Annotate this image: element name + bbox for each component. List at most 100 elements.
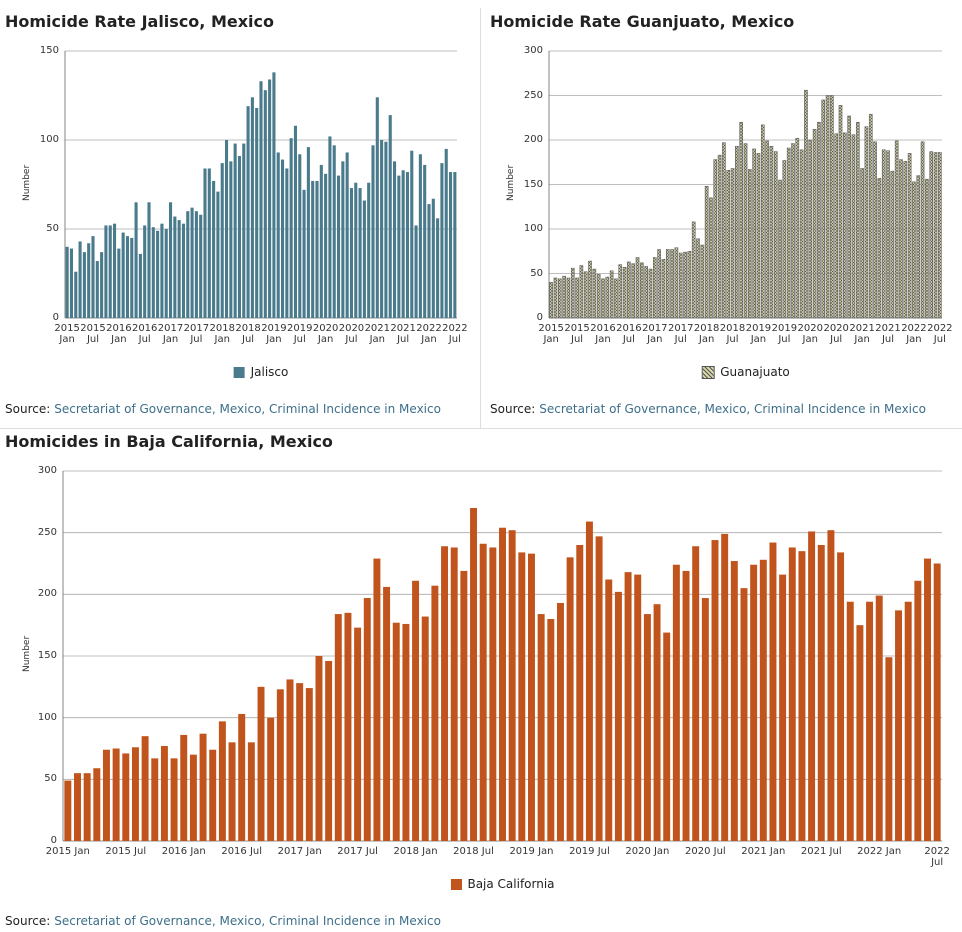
x-tick-label: 2015 Jan bbox=[538, 323, 564, 345]
bar bbox=[914, 580, 922, 841]
bar bbox=[588, 260, 592, 319]
x-tick-label: 2018 Jan bbox=[393, 846, 438, 857]
bar bbox=[912, 181, 916, 319]
source-link[interactable]: Secretariat of Governance, Mexico, Crimi… bbox=[54, 402, 441, 416]
x-tick-label: 2015 Jul bbox=[80, 323, 106, 345]
bar bbox=[190, 207, 194, 318]
bar bbox=[246, 106, 250, 319]
bar bbox=[788, 547, 796, 841]
bar bbox=[709, 197, 713, 319]
bar bbox=[605, 276, 610, 319]
bar bbox=[87, 243, 91, 318]
x-tick-label: 2022 Jul bbox=[927, 323, 953, 345]
bar bbox=[440, 163, 444, 318]
bar bbox=[151, 758, 159, 841]
bar bbox=[441, 546, 449, 841]
bar bbox=[537, 614, 545, 841]
bar bbox=[363, 598, 371, 841]
bar bbox=[622, 267, 627, 319]
bar bbox=[743, 143, 748, 319]
bar bbox=[180, 734, 188, 841]
bar bbox=[151, 227, 155, 318]
bar bbox=[726, 170, 731, 319]
bar bbox=[627, 261, 631, 319]
bar bbox=[713, 159, 718, 319]
bar bbox=[791, 143, 795, 319]
bar bbox=[549, 282, 553, 319]
bar bbox=[380, 140, 384, 318]
bar bbox=[117, 248, 121, 318]
bar bbox=[384, 141, 388, 318]
y-tick-label: 0 bbox=[536, 312, 543, 323]
bar bbox=[846, 601, 854, 841]
x-tick-label: 2022 Jan bbox=[857, 846, 902, 857]
bar bbox=[877, 178, 882, 319]
x-tick-label: 2021 Jul bbox=[875, 323, 901, 345]
bar bbox=[371, 145, 375, 318]
bar bbox=[663, 632, 671, 841]
bar bbox=[373, 558, 381, 841]
bar bbox=[375, 97, 379, 318]
bar bbox=[631, 263, 636, 319]
bar bbox=[122, 753, 130, 841]
bar bbox=[721, 533, 729, 841]
bar bbox=[756, 153, 761, 319]
bar bbox=[296, 683, 304, 841]
bar bbox=[691, 221, 696, 319]
bar bbox=[782, 160, 787, 319]
legend-label: Jalisco bbox=[250, 365, 289, 379]
bar bbox=[392, 622, 400, 841]
bar bbox=[704, 186, 709, 319]
x-tick-label: 2019 Jul bbox=[569, 846, 610, 857]
source-link[interactable]: Secretariat of Governance, Mexico, Crimi… bbox=[54, 914, 441, 928]
bar bbox=[130, 237, 134, 318]
bar bbox=[453, 172, 457, 318]
bar bbox=[866, 601, 874, 841]
bar bbox=[431, 585, 439, 841]
bar bbox=[817, 545, 825, 841]
source-link[interactable]: Secretariat of Governance, Mexico, Crimi… bbox=[539, 402, 926, 416]
bar bbox=[156, 230, 160, 318]
bar bbox=[238, 713, 246, 841]
legend-swatch bbox=[233, 366, 245, 378]
source: Source: Secretariat of Governance, Mexico… bbox=[5, 914, 441, 928]
bar bbox=[585, 521, 593, 841]
bar bbox=[186, 211, 190, 318]
x-tick-label: 2022 Jan bbox=[901, 323, 927, 345]
bar bbox=[640, 262, 644, 319]
bar bbox=[489, 547, 497, 841]
y-tick-label: 50 bbox=[46, 223, 59, 234]
bar bbox=[873, 141, 877, 319]
legend-swatch bbox=[701, 365, 715, 379]
bar bbox=[596, 274, 601, 319]
bar bbox=[147, 202, 151, 318]
bar bbox=[769, 145, 774, 319]
bar bbox=[837, 552, 845, 841]
bar bbox=[319, 164, 323, 318]
bar bbox=[247, 742, 255, 841]
bar bbox=[280, 159, 285, 318]
bar bbox=[93, 768, 101, 841]
chart-title: Homicide Rate Jalisco, Mexico bbox=[5, 12, 274, 31]
bar bbox=[74, 271, 78, 318]
bar bbox=[557, 278, 562, 319]
bar bbox=[595, 536, 603, 841]
x-tick-label: 2018 Jul bbox=[719, 323, 746, 345]
x-tick-label: 2016 Jan bbox=[106, 323, 132, 345]
legend-label: Baja California bbox=[467, 877, 555, 891]
bar bbox=[199, 733, 207, 841]
bar bbox=[263, 90, 267, 318]
bar bbox=[100, 252, 104, 318]
x-tick-label: 2020 Jan bbox=[312, 323, 339, 345]
bar bbox=[808, 531, 816, 841]
bar bbox=[838, 105, 843, 319]
bar bbox=[556, 602, 564, 841]
bar bbox=[670, 249, 674, 319]
bar bbox=[431, 198, 435, 318]
bar bbox=[885, 657, 893, 841]
bar bbox=[216, 191, 220, 318]
x-tick-label: 2016 Jan bbox=[161, 846, 206, 857]
bar bbox=[160, 746, 168, 841]
bar bbox=[194, 211, 198, 318]
bar bbox=[648, 268, 653, 319]
